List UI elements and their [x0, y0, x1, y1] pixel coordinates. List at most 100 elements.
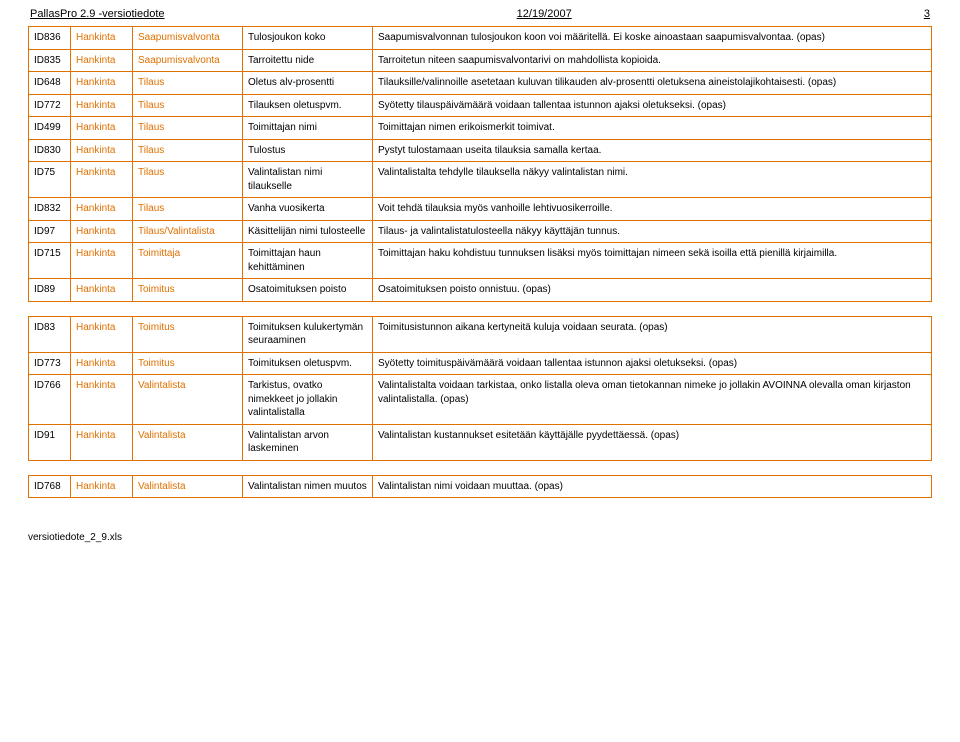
- cell-field: Tarkistus, ovatko nimekkeet jo jollakin …: [243, 375, 373, 425]
- cell-module: Hankinta: [71, 424, 133, 460]
- cell-id: ID836: [29, 27, 71, 50]
- cell-id: ID772: [29, 94, 71, 117]
- table-row: ID715HankintaToimittajaToimittajan haun …: [29, 243, 932, 279]
- cell-module: Hankinta: [71, 94, 133, 117]
- cell-area: Tilaus: [133, 162, 243, 198]
- table-row: ID768HankintaValintalistaValintalistan n…: [29, 475, 932, 498]
- cell-area: Valintalista: [133, 375, 243, 425]
- cell-field: Toimituksen kulukertymän seuraaminen: [243, 316, 373, 352]
- cell-area: Tilaus: [133, 117, 243, 140]
- cell-module: Hankinta: [71, 352, 133, 375]
- cell-area: Toimittaja: [133, 243, 243, 279]
- cell-description: Valintalistalta tehdylle tilauksella näk…: [373, 162, 932, 198]
- page-header: PallasPro 2.9 -versiotiedote 12/19/2007 …: [28, 8, 932, 26]
- cell-id: ID715: [29, 243, 71, 279]
- cell-field: Valintalistan arvon laskeminen: [243, 424, 373, 460]
- cell-field: Vanha vuosikerta: [243, 198, 373, 221]
- cell-module: Hankinta: [71, 162, 133, 198]
- cell-field: Toimituksen oletuspvm.: [243, 352, 373, 375]
- cell-description: Tilaus- ja valintalistatulosteella näkyy…: [373, 220, 932, 243]
- header-title: PallasPro 2.9 -versiotiedote: [30, 8, 165, 20]
- cell-area: Tilaus: [133, 139, 243, 162]
- cell-module: Hankinta: [71, 27, 133, 50]
- cell-module: Hankinta: [71, 316, 133, 352]
- table-row: ID832HankintaTilausVanha vuosikertaVoit …: [29, 198, 932, 221]
- cell-id: ID832: [29, 198, 71, 221]
- cell-id: ID648: [29, 72, 71, 95]
- header-date: 12/19/2007: [517, 8, 572, 20]
- cell-id: ID91: [29, 424, 71, 460]
- table-row: ID835HankintaSaapumisvalvontaTarroitettu…: [29, 49, 932, 72]
- table-row: ID648HankintaTilausOletus alv-prosenttiT…: [29, 72, 932, 95]
- cell-area: Valintalista: [133, 475, 243, 498]
- cell-id: ID89: [29, 279, 71, 302]
- cell-description: Tilauksille/valinnoille asetetaan kuluva…: [373, 72, 932, 95]
- cell-field: Osatoimituksen poisto: [243, 279, 373, 302]
- cell-module: Hankinta: [71, 139, 133, 162]
- cell-area: Tilaus/Valintalista: [133, 220, 243, 243]
- table-row: ID83HankintaToimitusToimituksen kulukert…: [29, 316, 932, 352]
- data-table: ID836HankintaSaapumisvalvontaTulosjoukon…: [28, 26, 932, 302]
- cell-description: Valintalistalta voidaan tarkistaa, onko …: [373, 375, 932, 425]
- cell-description: Saapumisvalvonnan tulosjoukon koon voi m…: [373, 27, 932, 50]
- cell-area: Toimitus: [133, 352, 243, 375]
- page-footer: versiotiedote_2_9.xls: [28, 512, 932, 543]
- cell-description: Syötetty tilauspäivämäärä voidaan tallen…: [373, 94, 932, 117]
- table-row: ID89HankintaToimitusOsatoimituksen poist…: [29, 279, 932, 302]
- cell-module: Hankinta: [71, 220, 133, 243]
- table-row: ID499HankintaTilausToimittajan nimiToimi…: [29, 117, 932, 140]
- header-page-number: 3: [924, 8, 930, 20]
- table-row: ID97HankintaTilaus/ValintalistaKäsitteli…: [29, 220, 932, 243]
- cell-description: Pystyt tulostamaan useita tilauksia sama…: [373, 139, 932, 162]
- cell-field: Toimittajan nimi: [243, 117, 373, 140]
- cell-module: Hankinta: [71, 279, 133, 302]
- cell-description: Toimittajan nimen erikoismerkit toimivat…: [373, 117, 932, 140]
- data-table: ID768HankintaValintalistaValintalistan n…: [28, 475, 932, 499]
- cell-description: Voit tehdä tilauksia myös vanhoille leht…: [373, 198, 932, 221]
- cell-area: Toimitus: [133, 316, 243, 352]
- cell-module: Hankinta: [71, 243, 133, 279]
- cell-area: Tilaus: [133, 94, 243, 117]
- cell-id: ID768: [29, 475, 71, 498]
- tables-container: ID836HankintaSaapumisvalvontaTulosjoukon…: [28, 26, 932, 498]
- document-page: PallasPro 2.9 -versiotiedote 12/19/2007 …: [0, 0, 960, 563]
- cell-module: Hankinta: [71, 198, 133, 221]
- cell-field: Valintalistan nimi tilaukselle: [243, 162, 373, 198]
- cell-area: Saapumisvalvonta: [133, 49, 243, 72]
- table-row: ID773HankintaToimitusToimituksen oletusp…: [29, 352, 932, 375]
- cell-area: Saapumisvalvonta: [133, 27, 243, 50]
- cell-id: ID830: [29, 139, 71, 162]
- cell-field: Toimittajan haun kehittäminen: [243, 243, 373, 279]
- cell-area: Toimitus: [133, 279, 243, 302]
- cell-id: ID835: [29, 49, 71, 72]
- cell-description: Syötetty toimituspäivämäärä voidaan tall…: [373, 352, 932, 375]
- cell-id: ID773: [29, 352, 71, 375]
- cell-module: Hankinta: [71, 375, 133, 425]
- cell-field: Tulosjoukon koko: [243, 27, 373, 50]
- cell-id: ID499: [29, 117, 71, 140]
- table-row: ID766HankintaValintalistaTarkistus, ovat…: [29, 375, 932, 425]
- cell-description: Valintalistan kustannukset esitetään käy…: [373, 424, 932, 460]
- table-row: ID91HankintaValintalistaValintalistan ar…: [29, 424, 932, 460]
- cell-description: Tarroitetun niteen saapumisvalvontarivi …: [373, 49, 932, 72]
- cell-description: Osatoimituksen poisto onnistuu. (opas): [373, 279, 932, 302]
- cell-id: ID97: [29, 220, 71, 243]
- cell-id: ID83: [29, 316, 71, 352]
- cell-area: Tilaus: [133, 72, 243, 95]
- cell-description: Toimitusistunnon aikana kertyneitä kuluj…: [373, 316, 932, 352]
- data-table: ID83HankintaToimitusToimituksen kulukert…: [28, 316, 932, 461]
- table-row: ID836HankintaSaapumisvalvontaTulosjoukon…: [29, 27, 932, 50]
- cell-field: Tarroitettu nide: [243, 49, 373, 72]
- cell-field: Tulostus: [243, 139, 373, 162]
- cell-id: ID766: [29, 375, 71, 425]
- cell-description: Valintalistan nimi voidaan muuttaa. (opa…: [373, 475, 932, 498]
- cell-field: Valintalistan nimen muutos: [243, 475, 373, 498]
- cell-field: Käsittelijän nimi tulosteelle: [243, 220, 373, 243]
- cell-module: Hankinta: [71, 72, 133, 95]
- table-row: ID830HankintaTilausTulostusPystyt tulost…: [29, 139, 932, 162]
- table-row: ID772HankintaTilausTilauksen oletuspvm.S…: [29, 94, 932, 117]
- cell-module: Hankinta: [71, 49, 133, 72]
- cell-area: Tilaus: [133, 198, 243, 221]
- cell-area: Valintalista: [133, 424, 243, 460]
- cell-field: Oletus alv-prosentti: [243, 72, 373, 95]
